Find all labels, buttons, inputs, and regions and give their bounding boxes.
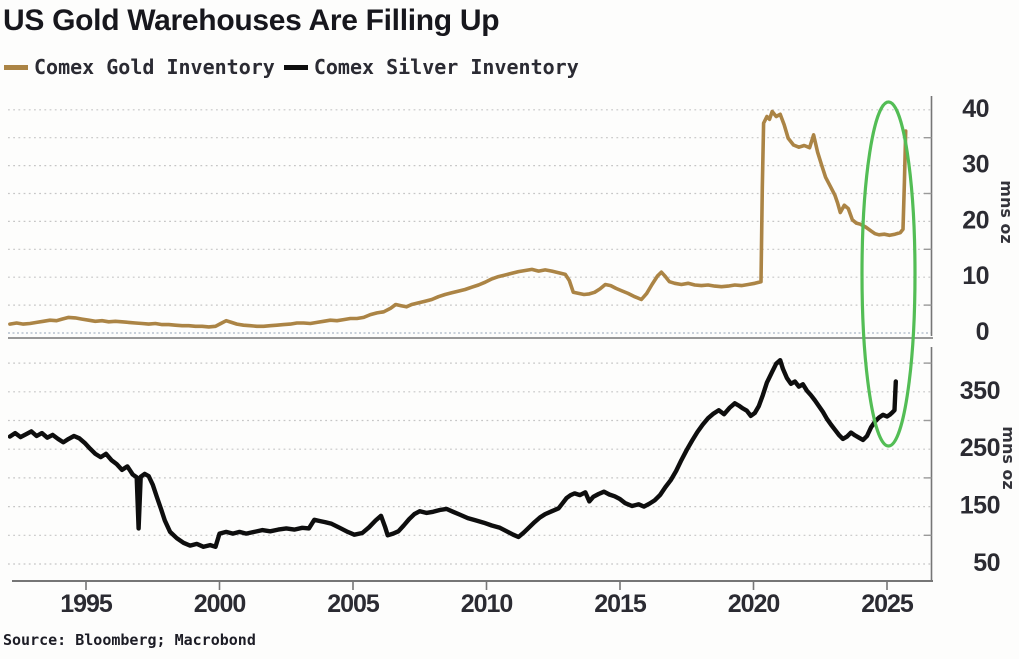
x-tick-label: 2005	[327, 590, 380, 618]
legend-item-gold: Comex Gold Inventory	[4, 55, 275, 79]
y-tick-label: 20	[962, 206, 989, 234]
spike-highlight-ellipse	[860, 100, 917, 448]
y-tick-label: 10	[962, 262, 989, 290]
silver-inventory-line	[8, 358, 898, 549]
x-tick-label: 1995	[60, 590, 113, 618]
y-axis-unit-label: mns oz	[997, 180, 1016, 243]
y-tick-label: 30	[962, 151, 989, 179]
source-credit: Source: Bloomberg; Macrobond	[3, 631, 256, 649]
y-tick-label: 350	[960, 377, 1000, 405]
gold-line-swatch-icon	[4, 64, 28, 70]
x-tick-label: 2015	[594, 590, 647, 618]
legend: Comex Gold Inventory Comex Silver Invent…	[0, 54, 579, 80]
legend-label-silver: Comex Silver Inventory	[313, 55, 579, 79]
y-tick-label: 50	[973, 549, 1000, 577]
y-tick-label: 150	[960, 492, 1000, 520]
x-tick-label: 2025	[861, 590, 914, 618]
legend-label-gold: Comex Gold Inventory	[34, 55, 275, 79]
x-tick-label: 2010	[461, 590, 513, 618]
y-axis-unit-label: mns oz	[999, 426, 1018, 489]
y-tick-label: 250	[960, 434, 1000, 462]
y-tick-label: 40	[962, 95, 989, 123]
x-tick-label: 2000	[194, 590, 246, 618]
x-tick-label: 2020	[728, 590, 780, 618]
gold-inventory-line	[8, 109, 908, 329]
chart-title: US Gold Warehouses Are Filling Up	[3, 4, 500, 37]
legend-item-silver: Comex Silver Inventory	[283, 55, 579, 79]
silver-line-swatch-icon	[283, 64, 308, 70]
y-tick-label: 0	[976, 318, 989, 346]
